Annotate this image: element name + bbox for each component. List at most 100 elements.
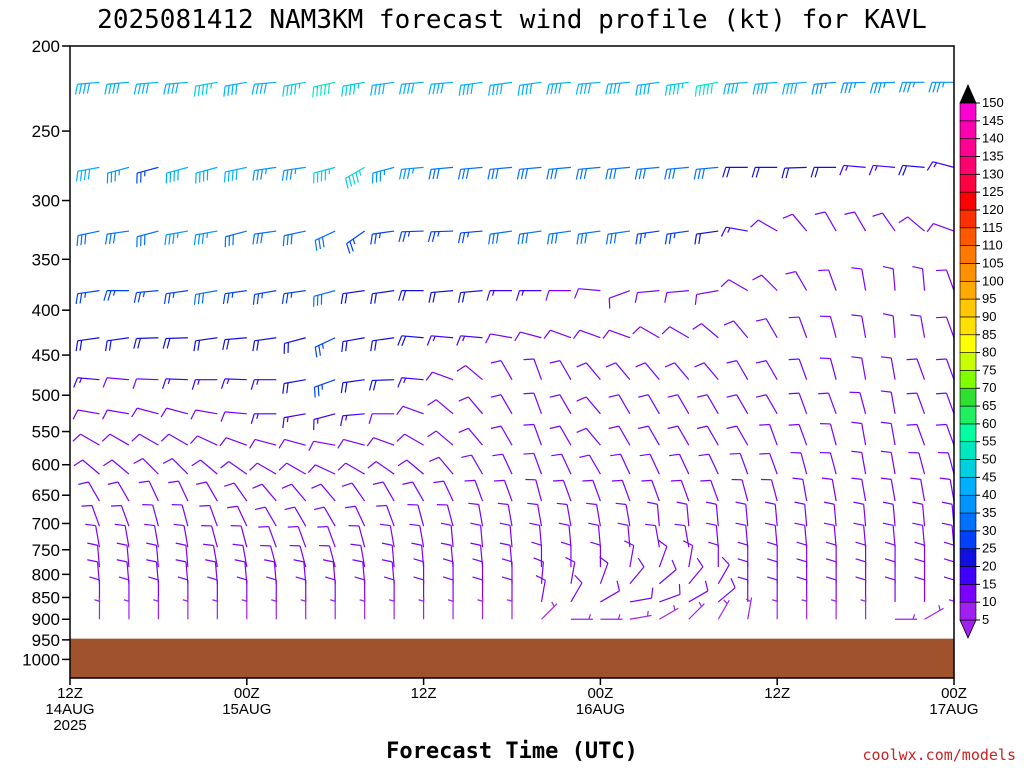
wind-barb — [755, 394, 778, 415]
wind-barb — [839, 164, 866, 176]
y-tick-label: 900 — [32, 610, 60, 629]
wind-barb — [433, 480, 454, 502]
wind-barb — [543, 329, 572, 339]
wind-barb — [133, 337, 159, 349]
wind-barb — [664, 230, 689, 245]
wind-barb — [708, 541, 719, 568]
x-tick-label: 15AUG — [222, 701, 271, 718]
wind-barb — [898, 164, 925, 176]
wind-barb — [667, 425, 690, 446]
wind-barb — [825, 576, 837, 602]
wind-barb — [249, 438, 277, 449]
wind-barb — [639, 453, 660, 475]
colorbar-label: 150 — [982, 95, 1004, 110]
wind-barb — [163, 81, 188, 95]
colorbar-label: 105 — [982, 255, 1004, 270]
wind-barb — [278, 462, 307, 475]
colorbar-swatch — [959, 494, 977, 514]
wind-barb — [381, 559, 395, 584]
wind-barb — [723, 81, 748, 95]
wind-barb — [936, 392, 955, 415]
wind-barb — [729, 452, 749, 475]
wind-barb — [494, 479, 513, 502]
colorbar-swatch — [959, 584, 977, 603]
wind-barb — [251, 81, 277, 95]
wind-barb — [638, 425, 660, 446]
wind-barb — [370, 337, 395, 352]
wind-barb — [880, 356, 896, 380]
colorbar-swatch — [959, 280, 977, 300]
wind-barb — [348, 525, 366, 548]
wind-barb — [436, 504, 454, 527]
colorbar-swatch — [959, 530, 977, 549]
wind-barb — [317, 525, 336, 548]
wind-barb — [165, 166, 189, 184]
wind-barb — [260, 544, 277, 568]
wind-barb — [464, 479, 484, 502]
wind-barb — [788, 392, 808, 415]
wind-barb — [418, 597, 425, 620]
terrain-fill — [70, 638, 954, 678]
wind-barb — [926, 161, 955, 171]
wind-barb — [751, 166, 778, 178]
wind-barb — [425, 371, 454, 381]
wind-barb — [523, 358, 543, 380]
colorbar-swatch — [959, 138, 977, 157]
wind-barb — [936, 423, 955, 446]
colorbar-label: 5 — [982, 612, 989, 627]
colorbar-label: 75 — [982, 362, 996, 377]
wind-barb — [696, 425, 719, 446]
wind-barb — [830, 597, 837, 620]
wind-barb — [814, 211, 837, 232]
colorbar-label: 50 — [982, 452, 996, 467]
wind-barb — [220, 461, 248, 475]
wind-barb — [658, 559, 677, 585]
wind-barb — [615, 502, 631, 527]
wind-barb — [340, 379, 365, 394]
wind-barb — [906, 358, 926, 380]
colorbar-top-arrow — [959, 84, 977, 104]
wind-barb — [908, 451, 926, 475]
wind-barb — [472, 576, 484, 602]
wind-barb — [164, 230, 188, 246]
wind-barb — [717, 599, 730, 620]
y-tick-label: 850 — [32, 588, 60, 607]
wind-barb — [163, 290, 188, 305]
wind-barb — [477, 597, 484, 620]
wind-barb — [314, 230, 336, 251]
wind-barb — [670, 479, 690, 502]
wind-barb — [785, 270, 808, 291]
wind-barb — [706, 501, 719, 527]
wind-barb — [428, 166, 454, 180]
wind-barb — [190, 409, 218, 420]
wind-barb — [241, 597, 248, 620]
colorbar: 5 10 15 20 25 30 35 40 45 50 55 60 65 70 75 80 85 90 95 100… — [959, 84, 1004, 639]
wind-barb — [629, 610, 652, 620]
wind-barb — [535, 575, 546, 603]
x-tick-label: 12Z — [411, 685, 437, 702]
wind-barb — [94, 597, 101, 620]
wind-barb — [160, 433, 189, 446]
wind-barb — [322, 559, 336, 584]
colorbar-swatch — [959, 209, 977, 229]
wind-barb — [782, 213, 808, 232]
wind-barb — [882, 501, 896, 527]
wind-barb — [367, 461, 395, 475]
wind-barb — [617, 522, 631, 548]
wind-barb — [72, 409, 100, 420]
wind-barb — [694, 230, 719, 245]
wind-barb — [906, 392, 926, 415]
wind-barb — [573, 329, 601, 339]
wind-barb — [224, 230, 247, 248]
wind-barb — [300, 597, 307, 620]
wind-barb — [645, 523, 660, 548]
wind-barb — [313, 413, 336, 430]
wind-barb — [735, 501, 749, 527]
wind-barb — [882, 266, 896, 291]
wind-barb — [458, 427, 483, 446]
wind-barb — [641, 479, 660, 502]
wind-barb — [81, 504, 101, 527]
wind-barb — [379, 523, 395, 548]
wind-barb — [340, 413, 365, 427]
